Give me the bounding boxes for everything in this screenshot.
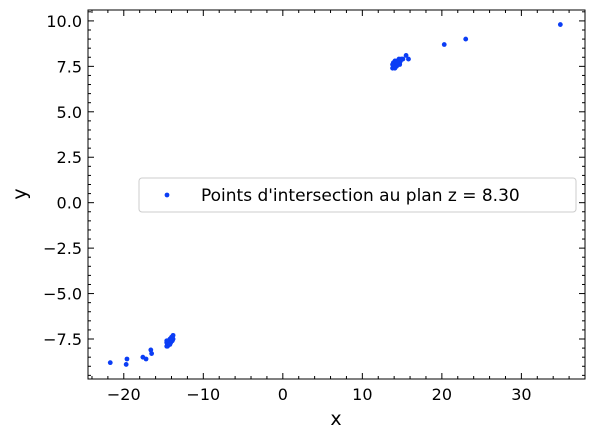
legend-box — [138, 177, 577, 213]
data-point — [392, 65, 398, 71]
x-tick-label: −20 — [107, 385, 141, 404]
data-point — [149, 351, 155, 356]
x-tick-label: 20 — [432, 385, 452, 404]
major-ticks — [88, 10, 585, 379]
legend-marker — [164, 192, 170, 198]
data-point — [557, 22, 563, 27]
data-point — [124, 356, 130, 362]
data-point — [107, 360, 113, 366]
data-point — [441, 42, 447, 47]
data-points — [107, 22, 563, 367]
x-tick-label: 30 — [511, 385, 531, 404]
data-point — [396, 56, 402, 62]
data-point — [400, 56, 406, 62]
y-axis-label: y — [9, 188, 31, 199]
data-point — [169, 336, 175, 342]
data-point — [394, 60, 400, 66]
data-point — [167, 342, 173, 347]
x-tick-labels: −20 −10 0 10 20 30 — [107, 385, 532, 404]
data-point — [148, 347, 154, 353]
data-point — [463, 36, 469, 42]
data-point — [403, 53, 409, 58]
data-point — [406, 56, 411, 62]
y-tick-label: 7.5 — [57, 57, 82, 76]
data-point — [143, 356, 149, 362]
x-axis-label: x — [330, 408, 341, 430]
y-tick-label: −2.5 — [43, 239, 82, 258]
y-tick-label: 10.0 — [46, 12, 82, 31]
legend: Points d'intersection au plan z = 8.30 — [138, 177, 577, 213]
data-point — [170, 332, 176, 338]
y-tick-label: −7.5 — [43, 330, 82, 349]
data-point — [390, 62, 395, 67]
y-tick-label: 5.0 — [57, 103, 82, 122]
x-tick-label: 10 — [352, 385, 372, 404]
x-tick-label: −10 — [186, 385, 220, 404]
y-tick-labels: −7.5 −5.0 −2.5 0.0 2.5 5.0 7.5 10.0 — [43, 12, 82, 349]
data-point — [164, 338, 170, 344]
y-tick-label: 2.5 — [57, 148, 82, 167]
plot-frame — [87, 9, 586, 380]
y-tick-label: 0.0 — [57, 194, 82, 213]
data-point — [123, 362, 129, 367]
x-tick-label: 0 — [278, 385, 288, 404]
legend-label: Points d'intersection au plan z = 8.30 — [201, 186, 520, 206]
y-tick-label: −5.0 — [43, 285, 82, 304]
